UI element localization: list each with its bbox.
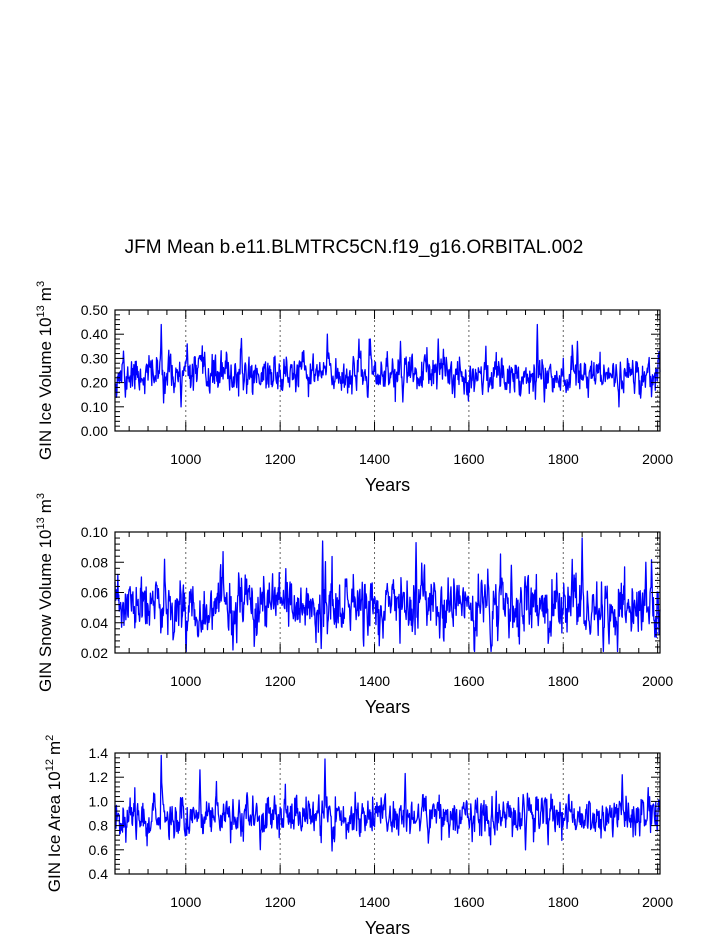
- x-tick-label: 1200: [265, 894, 296, 910]
- y-tick-label: 0.30: [81, 350, 108, 366]
- y-axis-label: GIN Ice Volume 1013 m3: [35, 281, 55, 460]
- x-tick-label: 1800: [548, 451, 579, 467]
- x-tick-label: 1200: [265, 451, 296, 467]
- data-series-line: [114, 537, 661, 653]
- y-axis-label: GIN Snow Volume 1013 m3: [35, 493, 55, 692]
- y-tick-label: 0.8: [89, 818, 109, 834]
- x-tick-label: 1200: [265, 673, 296, 689]
- y-label-text: GIN Ice Area 10: [45, 771, 64, 892]
- y-tick-label: 0.4: [89, 866, 109, 882]
- x-tick-label: 2000: [642, 451, 673, 467]
- plot-frame: [114, 752, 661, 875]
- y-tick-label: 0.04: [81, 615, 108, 631]
- x-tick-label: 1000: [170, 894, 201, 910]
- x-tick-label: 1800: [548, 894, 579, 910]
- y-label-unit-exponent: 3: [35, 493, 47, 499]
- y-tick-label: 0.40: [81, 326, 108, 342]
- y-tick-label: 0.10: [81, 399, 108, 415]
- y-axis-label: GIN Ice Area 1012 m2: [44, 735, 64, 893]
- x-tick-label: 1800: [548, 673, 579, 689]
- y-label-unit-exponent: 3: [35, 281, 47, 287]
- x-tick-label: 2000: [642, 894, 673, 910]
- y-label-unit: m: [36, 287, 55, 301]
- y-tick-label: 0.10: [81, 524, 108, 540]
- x-tick-label: 1400: [359, 894, 390, 910]
- plot-frame: [114, 309, 661, 432]
- x-tick-label: 1000: [170, 673, 201, 689]
- y-label-unit-exponent: 2: [44, 735, 56, 741]
- data-series-line: [114, 754, 661, 852]
- y-label-unit: m: [36, 499, 55, 513]
- y-tick-label: 0.6: [89, 842, 109, 858]
- y-label-exponent: 12: [44, 759, 56, 771]
- y-tick-label: 0.00: [81, 423, 108, 439]
- x-tick-label: 1400: [359, 673, 390, 689]
- y-tick-label: 0.50: [81, 302, 108, 318]
- x-tick-label: 1000: [170, 451, 201, 467]
- chart-title: JFM Mean b.e11.BLMTRC5CN.f19_g16.ORBITAL…: [125, 237, 584, 258]
- y-tick-label: 0.08: [81, 554, 108, 570]
- y-tick-label: 0.06: [81, 585, 108, 601]
- y-tick-label: 0.02: [81, 645, 108, 661]
- data-series-line: [114, 323, 661, 408]
- y-tick-label: 1.0: [89, 793, 109, 809]
- y-label-exponent: 13: [35, 305, 47, 317]
- chart-panel-3: 1000 1200 1400 1600 1800 2000 0.4 0.6 0.8 1.0 1.2 1…: [44, 735, 673, 935]
- x-tick-label: 2000: [642, 673, 673, 689]
- y-tick-label: 1.4: [89, 745, 109, 761]
- chart-panel-2: 1000 1200 1400 1600 1800 2000 0.02 0.04 0.06 0.08…: [35, 493, 673, 717]
- x-axis-label: Years: [365, 697, 410, 717]
- x-tick-label: 1600: [453, 894, 484, 910]
- x-tick-label: 1600: [453, 451, 484, 467]
- y-label-text: GIN Snow Volume 10: [36, 530, 55, 693]
- plot-frame: [114, 531, 661, 654]
- x-axis-label: Years: [365, 475, 410, 495]
- y-tick-label: 0.20: [81, 375, 108, 391]
- y-tick-label: 1.2: [89, 769, 109, 785]
- y-label-exponent: 13: [35, 517, 47, 529]
- chart-panel-1: 1000 1200 1400 1600 1800 2000 0.00 0.10 0.20 0.30…: [35, 281, 673, 495]
- x-axis-label: Years: [365, 918, 410, 935]
- x-tick-label: 1600: [453, 673, 484, 689]
- y-label-text: GIN Ice Volume 10: [36, 317, 55, 460]
- x-tick-label: 1400: [359, 451, 390, 467]
- y-label-unit: m: [45, 741, 64, 755]
